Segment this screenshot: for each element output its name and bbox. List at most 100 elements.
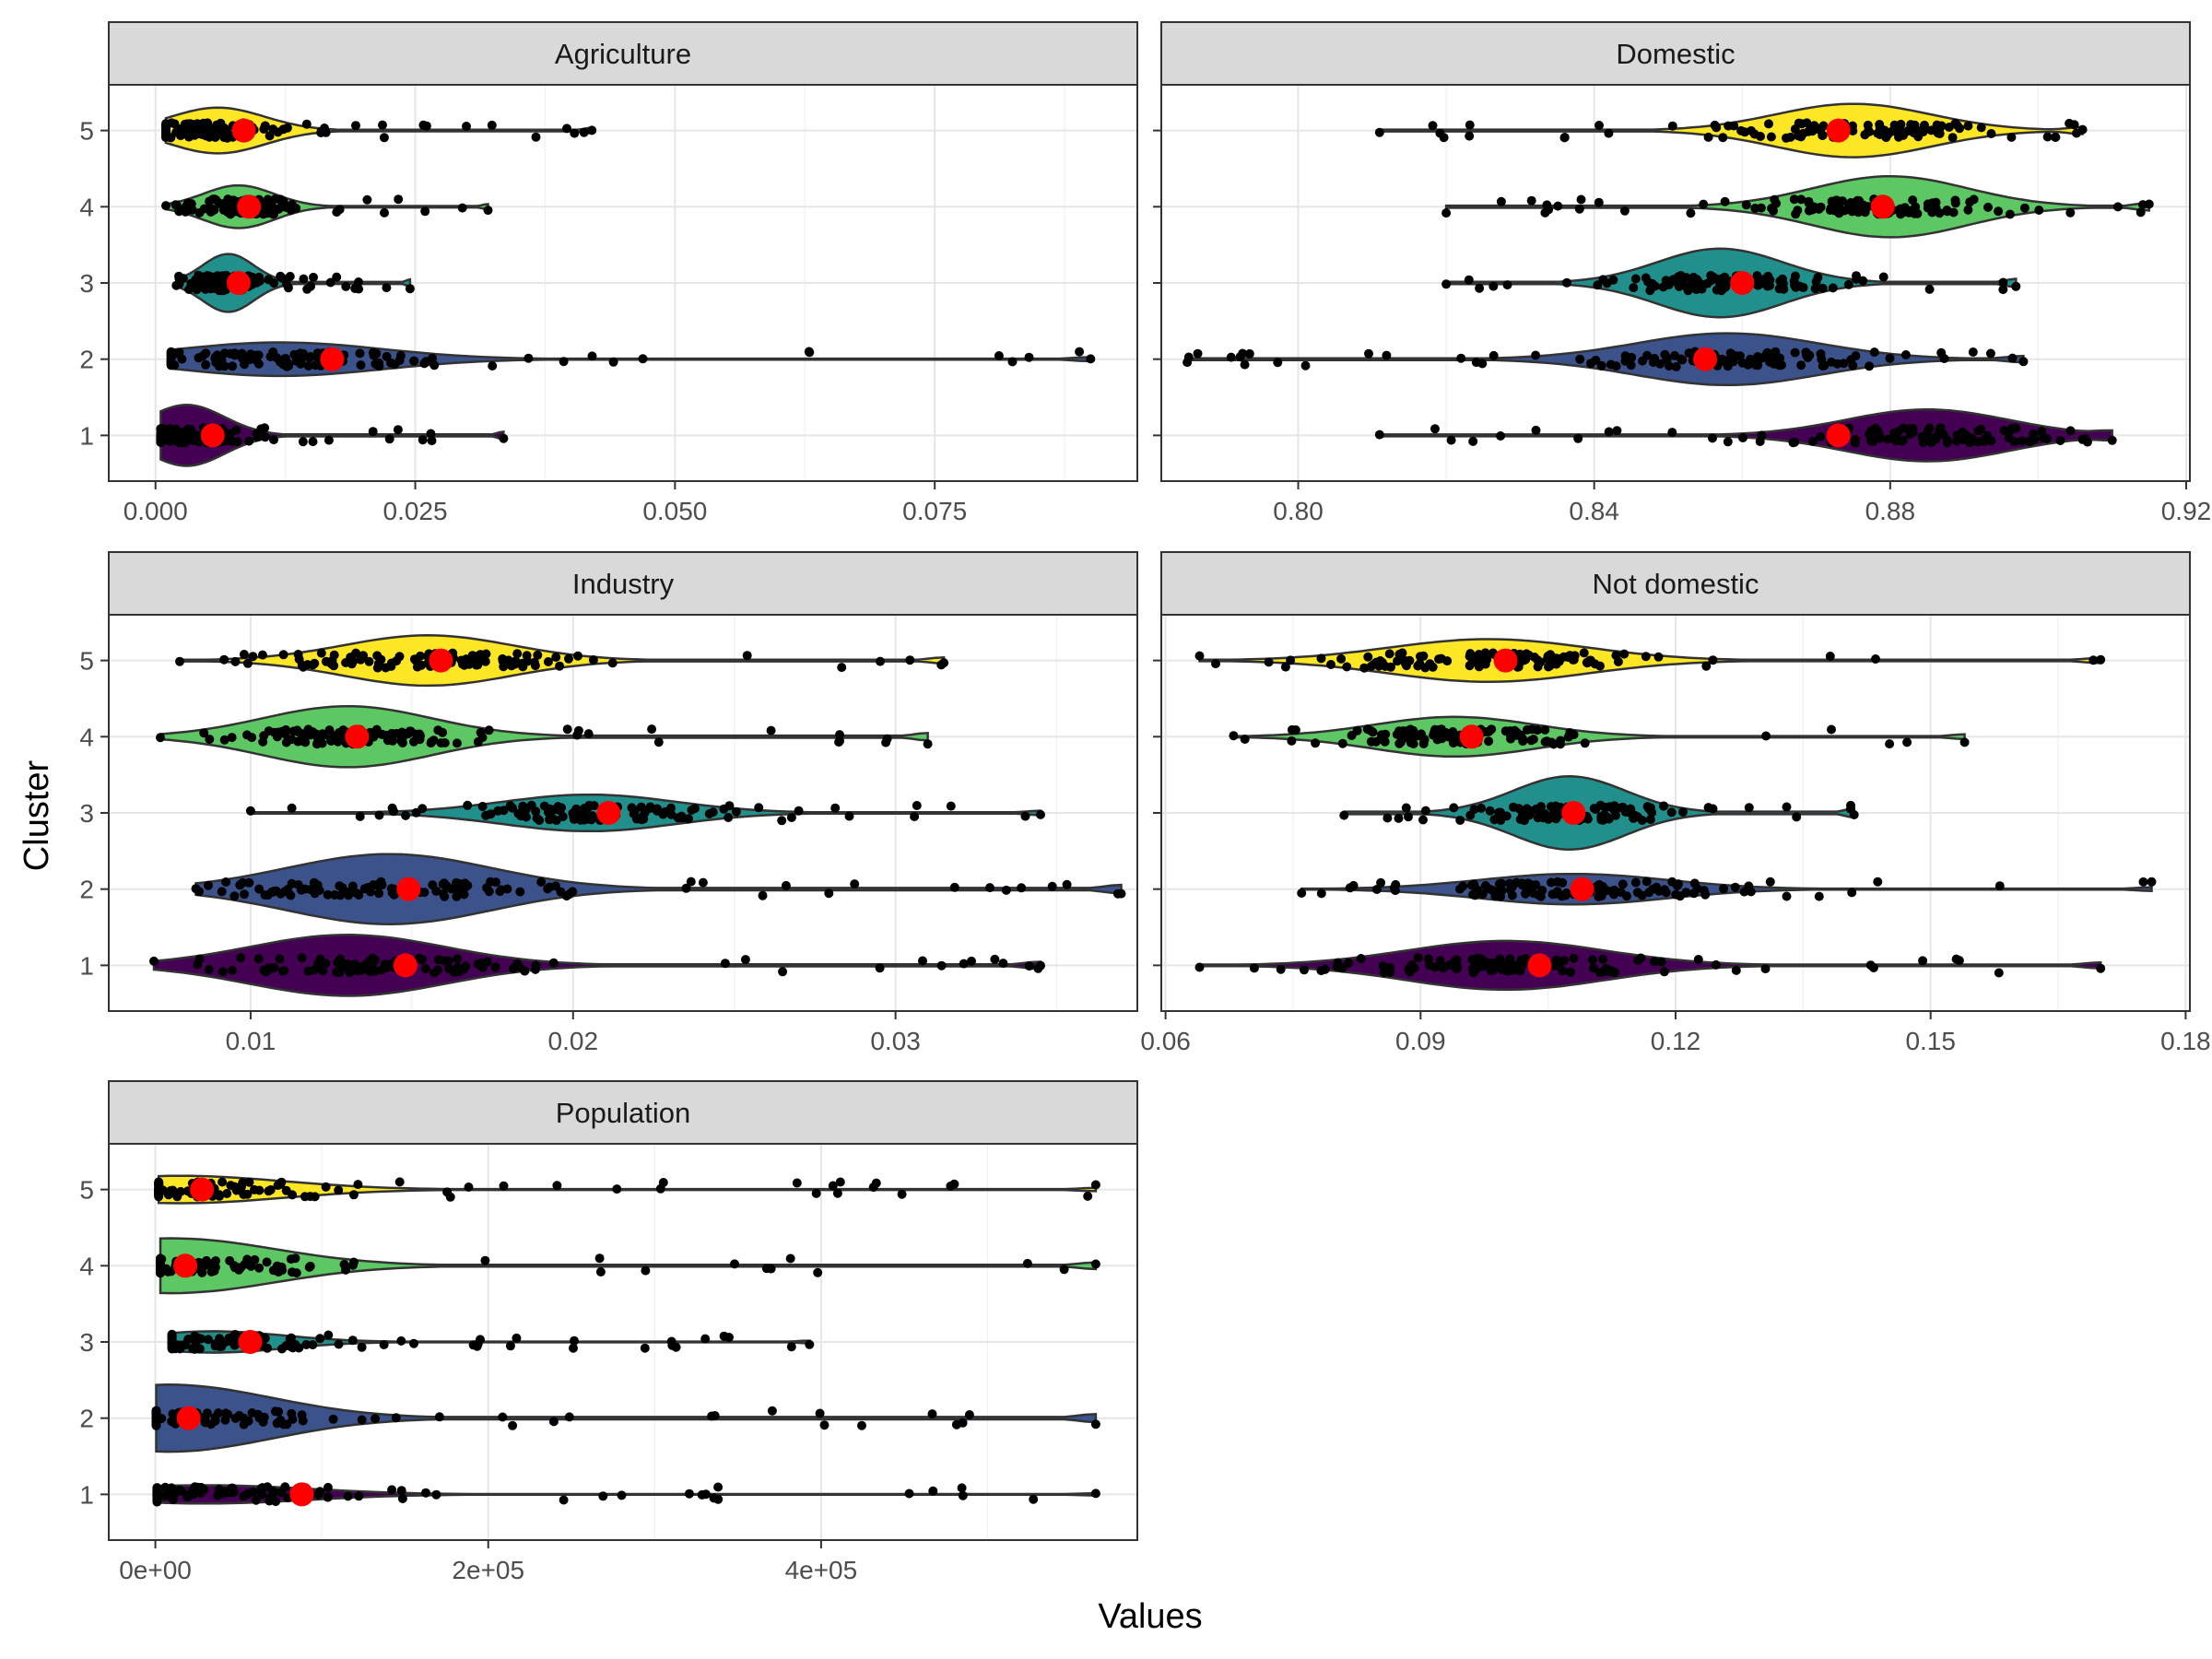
data-point — [1983, 202, 1993, 212]
data-point — [1356, 954, 1366, 963]
data-point — [571, 804, 582, 814]
data-point — [1613, 657, 1623, 666]
data-point — [460, 881, 470, 891]
data-point — [356, 654, 366, 665]
data-point — [254, 1185, 265, 1195]
data-point — [1430, 424, 1440, 434]
mean-point-cluster-4 — [237, 194, 262, 219]
data-point — [1789, 194, 1799, 205]
data-point — [1782, 891, 1792, 901]
data-point — [384, 434, 394, 444]
data-point — [1994, 968, 2004, 978]
data-point — [850, 879, 860, 889]
facet-strip-label: Not domestic — [1593, 568, 1759, 600]
data-point — [156, 1259, 165, 1269]
data-point — [236, 953, 246, 963]
data-point — [1456, 353, 1466, 363]
data-point — [2005, 209, 2015, 219]
data-point — [463, 658, 473, 668]
data-point — [212, 350, 222, 360]
data-point — [212, 125, 222, 135]
data-point — [2088, 655, 2099, 665]
data-point — [1585, 655, 1595, 665]
data-point — [2055, 436, 2065, 445]
data-point — [204, 1335, 213, 1345]
data-point — [1676, 278, 1686, 288]
data-point — [684, 814, 693, 824]
facet-strip — [108, 551, 1138, 616]
data-point — [1486, 965, 1496, 975]
data-point — [1477, 359, 1488, 369]
data-point — [345, 968, 355, 978]
data-point — [1605, 967, 1615, 977]
data-point — [1814, 204, 1824, 214]
data-point — [193, 959, 203, 970]
data-point — [421, 1488, 430, 1498]
data-point — [387, 888, 397, 898]
data-point — [766, 725, 776, 735]
facet-strip-label: Agriculture — [555, 38, 691, 70]
data-point — [1811, 276, 1821, 287]
data-point — [362, 194, 372, 205]
data-point — [545, 815, 555, 825]
data-point — [473, 736, 483, 747]
data-point — [548, 958, 559, 968]
data-point — [1550, 960, 1559, 971]
data-point — [1371, 657, 1382, 667]
data-point — [517, 658, 527, 668]
data-point — [303, 361, 313, 371]
data-point — [1711, 959, 1721, 970]
x-tick-label: 2e+05 — [452, 1556, 524, 1584]
data-point — [286, 1254, 296, 1265]
data-point — [251, 1495, 261, 1505]
data-point — [280, 1482, 290, 1492]
data-point — [217, 887, 227, 897]
data-point — [211, 195, 221, 205]
data-point — [277, 966, 288, 976]
x-tick-label: 0.18 — [2160, 1027, 2211, 1055]
data-point — [297, 953, 307, 963]
data-point — [1569, 953, 1579, 963]
data-point — [740, 955, 750, 965]
data-point — [811, 1188, 821, 1198]
data-point — [1392, 729, 1402, 739]
data-point — [655, 1183, 665, 1194]
data-point — [1591, 355, 1601, 365]
data-point — [1062, 879, 1072, 889]
data-point — [1918, 956, 1928, 966]
data-point — [1762, 347, 1772, 358]
mean-point-cluster-1 — [393, 953, 418, 978]
data-point — [368, 953, 378, 963]
data-point — [287, 803, 297, 813]
data-point — [1935, 129, 1945, 138]
data-point — [570, 1335, 579, 1346]
data-point — [1816, 349, 1826, 359]
data-point — [1656, 957, 1666, 967]
data-point — [440, 738, 450, 747]
data-point — [158, 424, 168, 433]
data-point — [325, 277, 335, 288]
data-point — [1936, 121, 1947, 131]
data-point — [409, 356, 419, 366]
data-point — [350, 959, 360, 970]
data-point — [493, 806, 503, 816]
data-point — [265, 1185, 276, 1194]
data-point — [1959, 737, 1970, 747]
data-point — [382, 283, 392, 293]
data-point — [1641, 273, 1651, 283]
data-point — [175, 656, 184, 666]
data-point — [1036, 809, 1045, 819]
data-point — [168, 1185, 178, 1195]
data-point — [499, 662, 509, 672]
data-point — [201, 348, 211, 359]
data-point — [1611, 361, 1621, 371]
data-point — [319, 730, 329, 740]
data-point — [323, 1482, 333, 1492]
data-point — [1592, 882, 1602, 892]
data-point — [881, 737, 891, 747]
data-point — [2011, 423, 2021, 433]
data-point — [1320, 964, 1330, 974]
data-point — [238, 877, 248, 888]
data-point — [1788, 438, 1798, 448]
data-point — [1926, 125, 1936, 135]
